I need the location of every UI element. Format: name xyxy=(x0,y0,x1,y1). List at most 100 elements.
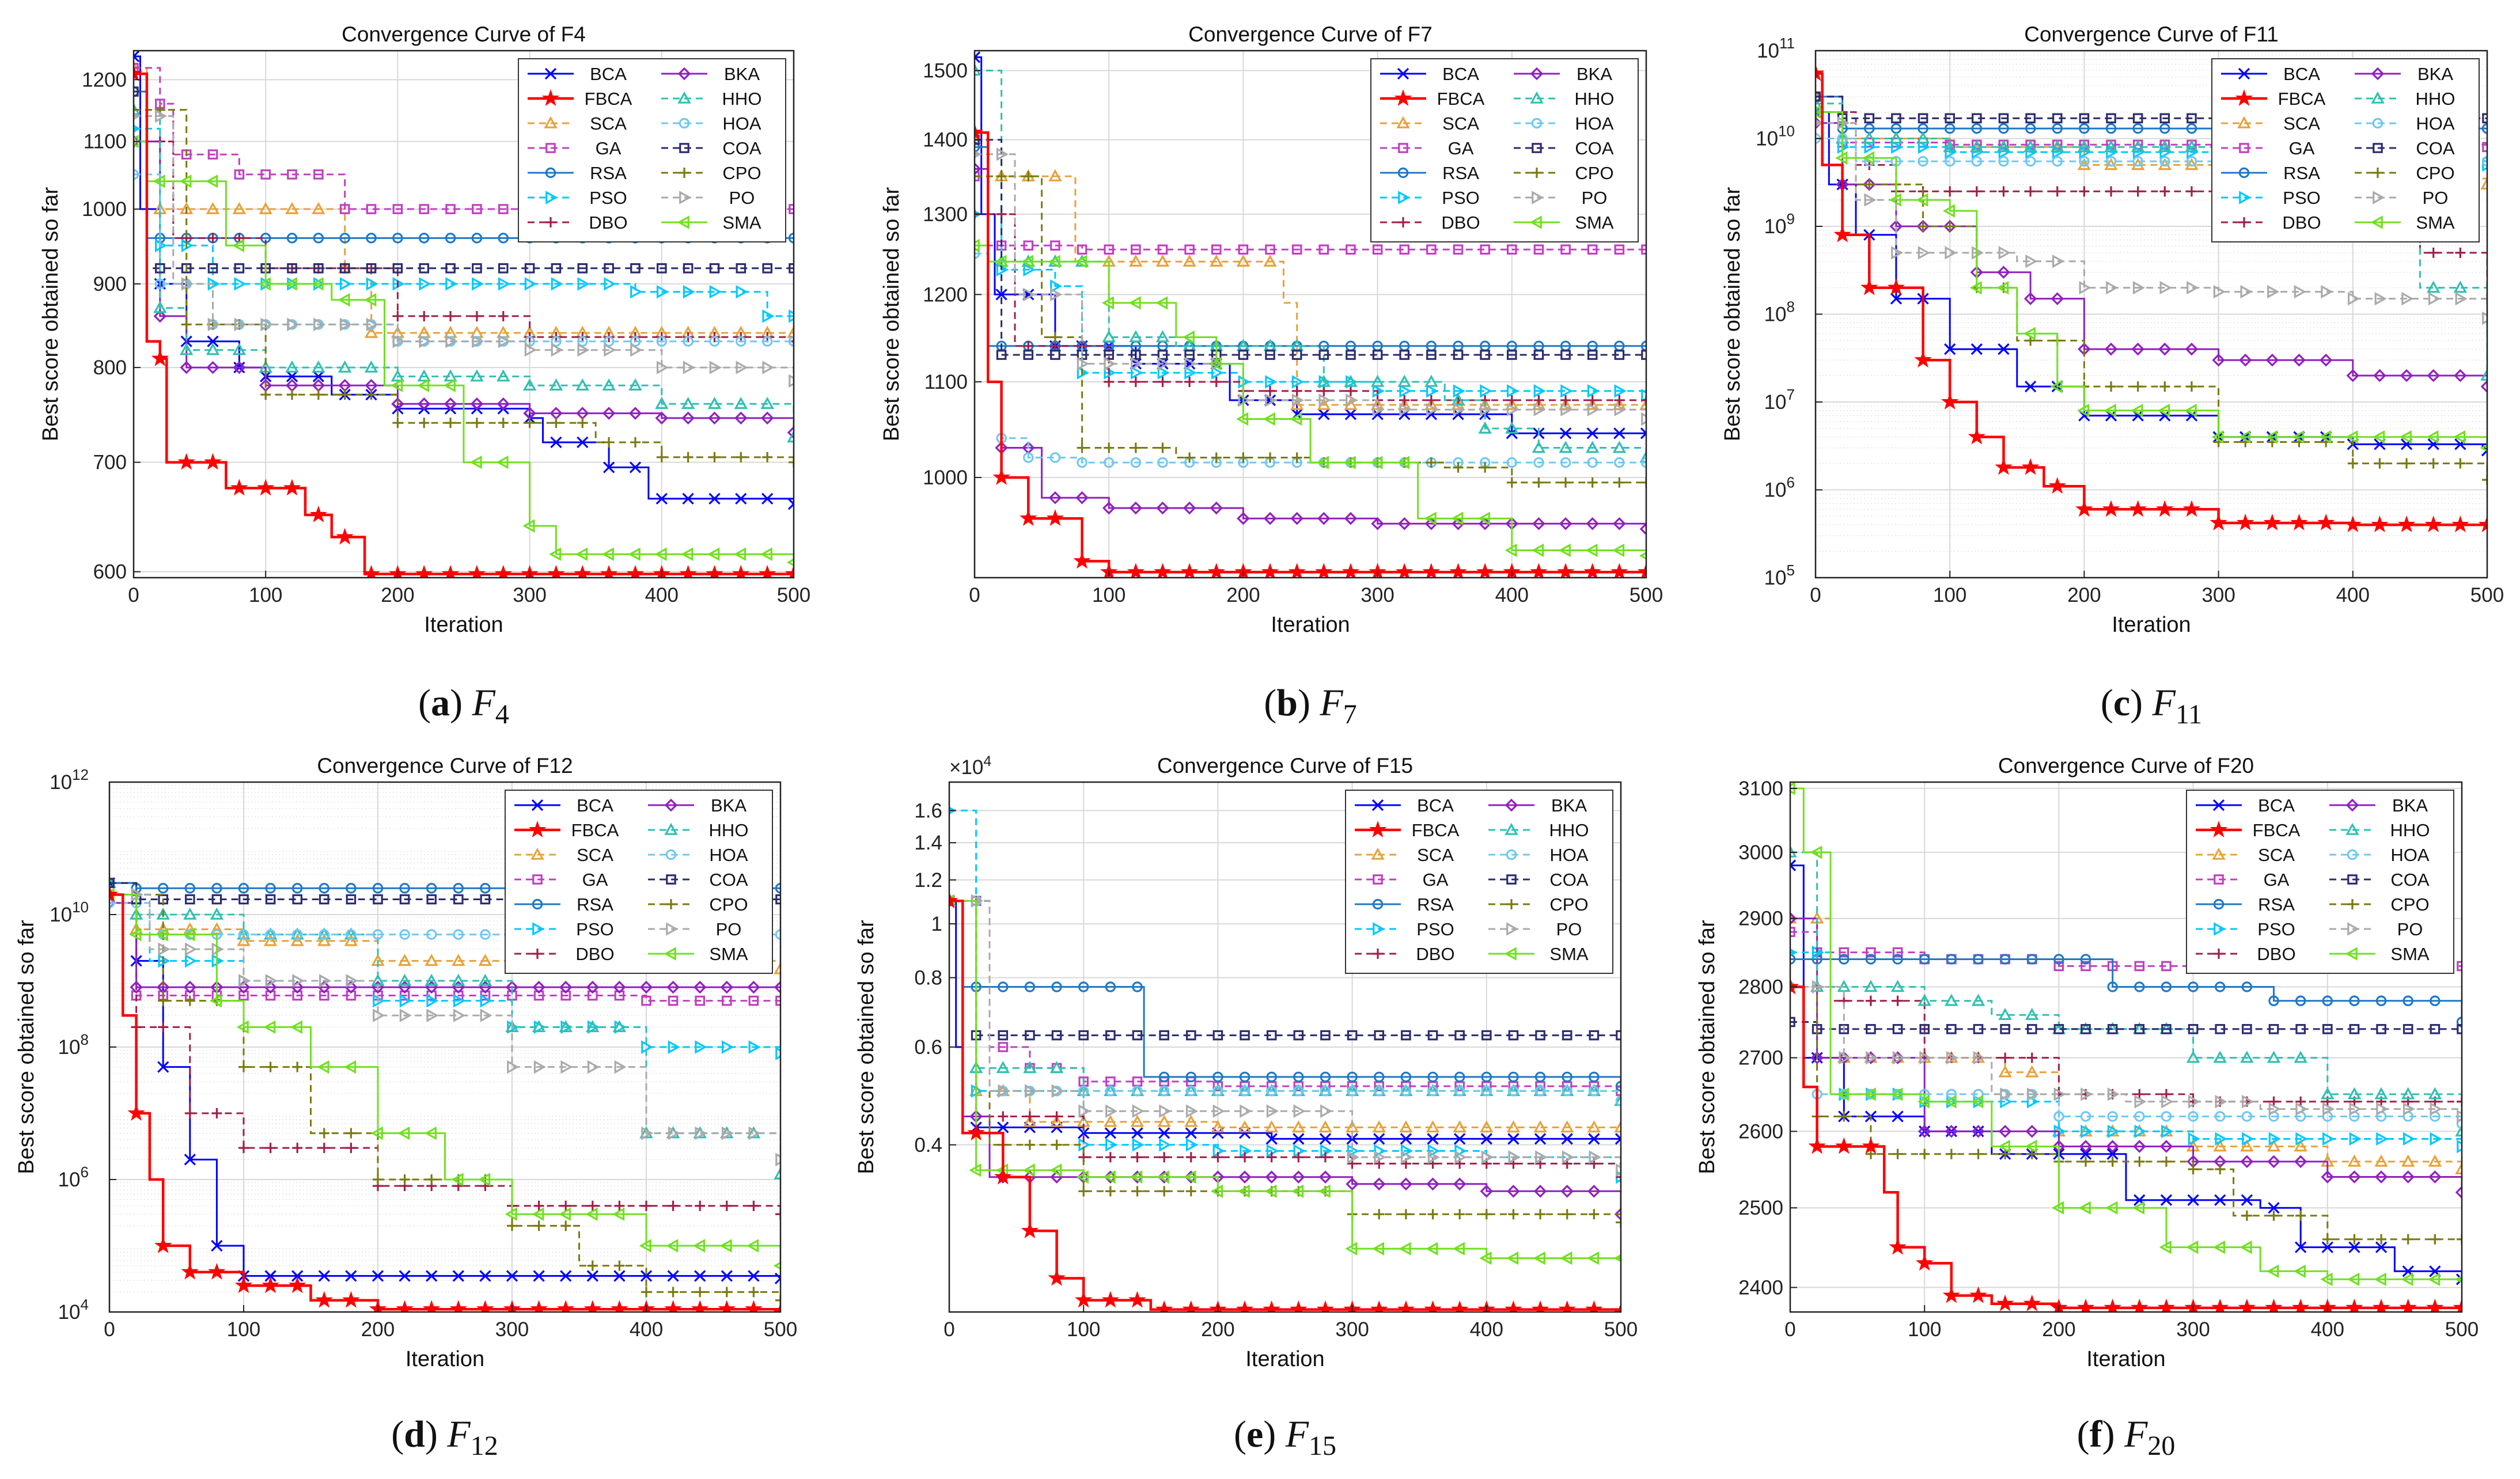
point-bca xyxy=(2348,1241,2360,1253)
series-layer xyxy=(1790,782,2462,1312)
point-bca xyxy=(2241,1194,2253,1206)
point-bca xyxy=(134,51,140,63)
point-dbo xyxy=(668,1200,679,1211)
point-cpo xyxy=(2455,458,2466,469)
point-sma xyxy=(1944,1095,1957,1109)
point-bca xyxy=(1078,1127,1090,1139)
point-bca xyxy=(748,1270,760,1282)
legend-marker-dbo xyxy=(1398,217,1408,227)
x-tick-label: 300 xyxy=(2201,584,2235,606)
point-coa xyxy=(265,894,276,905)
point-sma xyxy=(2238,430,2251,444)
point-po xyxy=(1401,1150,1414,1164)
point-cpo xyxy=(2132,381,2143,392)
point-hoa xyxy=(453,929,464,940)
point-bka xyxy=(1238,1170,1252,1184)
point-bca xyxy=(2214,1194,2226,1206)
legend-marker-hoa xyxy=(1506,849,1517,860)
point-fbca xyxy=(1505,1300,1522,1312)
point-bka xyxy=(708,411,721,425)
point-po xyxy=(1293,1104,1306,1118)
point-sma xyxy=(585,1207,598,1221)
legend-marker-hho xyxy=(677,91,691,104)
legend-marker-pso xyxy=(532,922,545,936)
point-sma xyxy=(451,1173,464,1186)
point-bca xyxy=(708,492,721,505)
point-fbca xyxy=(2317,513,2335,530)
point-sma xyxy=(1506,1251,1519,1265)
point-rsa xyxy=(2268,995,2279,1007)
point-fbca xyxy=(718,1300,736,1312)
point-dbo xyxy=(1130,376,1141,387)
point-cpo xyxy=(507,1220,517,1231)
point-sma xyxy=(1371,1242,1385,1256)
point-pso xyxy=(656,285,669,299)
point-rsa xyxy=(1239,1071,1250,1083)
point-dbo xyxy=(1104,376,1115,387)
point-fbca xyxy=(2048,477,2066,494)
point-fbca xyxy=(1833,225,1851,242)
point-coa xyxy=(2376,1024,2386,1034)
legend-marker-sca xyxy=(1371,847,1385,860)
point-cpo xyxy=(2188,1164,2199,1175)
point-sma xyxy=(285,277,297,291)
point-ga xyxy=(339,204,350,214)
y-tick-label: 105 xyxy=(1764,562,1795,589)
point-hho xyxy=(2213,1051,2227,1063)
point-hoa xyxy=(1157,457,1168,468)
point-bca xyxy=(157,1061,169,1073)
point-rsa xyxy=(157,882,169,894)
point-cpo xyxy=(721,1287,732,1298)
legend-label-sma: SMA xyxy=(709,944,748,964)
point-bka xyxy=(774,980,780,994)
point-hho xyxy=(2453,280,2468,293)
point-sma xyxy=(183,927,195,942)
point-coa xyxy=(2079,113,2090,124)
point-coa xyxy=(238,894,249,905)
point-sca xyxy=(259,202,272,214)
point-bka xyxy=(391,397,404,411)
point-sca xyxy=(1399,1120,1413,1133)
point-po xyxy=(775,1152,780,1167)
point-coa xyxy=(234,263,245,274)
point-po xyxy=(399,1008,412,1022)
point-fbca xyxy=(476,1300,494,1312)
point-hoa xyxy=(1103,457,1115,468)
point-bka xyxy=(1346,1177,1359,1191)
point-coa xyxy=(1266,1030,1277,1041)
point-cpo xyxy=(2347,458,2358,469)
point-po xyxy=(2213,285,2226,299)
point-dbo xyxy=(1291,385,1302,396)
legend-marker-fbca xyxy=(541,89,560,106)
point-po xyxy=(1346,393,1358,407)
legend: BCAFBCASCAGARSAPSODBOBKAHHOHOACOACPOPOSM… xyxy=(1345,790,1613,974)
point-sca xyxy=(1023,1114,1037,1127)
point-hho xyxy=(285,360,299,373)
point-rsa xyxy=(1427,1071,1438,1083)
point-sma xyxy=(2186,1240,2199,1254)
point-fbca xyxy=(1887,278,1905,295)
point-sca xyxy=(1155,254,1170,267)
point-fbca xyxy=(1790,977,1799,995)
legend-marker-sma xyxy=(677,215,689,229)
x-tick-label: 400 xyxy=(630,1318,663,1341)
point-po xyxy=(419,334,431,348)
point-bca xyxy=(452,1270,464,1282)
point-coa xyxy=(1185,1030,1196,1041)
point-sma xyxy=(1130,1170,1143,1184)
point-sma xyxy=(2078,1201,2091,1215)
point-hho xyxy=(1971,993,1985,1006)
x-tick-label: 100 xyxy=(1933,584,1966,606)
point-hoa xyxy=(372,929,384,940)
point-ga xyxy=(1157,244,1168,255)
point-rsa xyxy=(2375,995,2387,1007)
point-hho xyxy=(2025,1007,2039,1021)
point-dbo xyxy=(998,1111,1009,1122)
point-dbo xyxy=(1318,385,1329,396)
point-fbca xyxy=(2345,1298,2363,1312)
series-line-coa xyxy=(1816,96,2487,119)
point-bca xyxy=(1559,427,1572,439)
point-hoa xyxy=(1132,1086,1143,1097)
point-coa xyxy=(1374,1030,1385,1041)
legend-marker-ga xyxy=(545,143,556,153)
